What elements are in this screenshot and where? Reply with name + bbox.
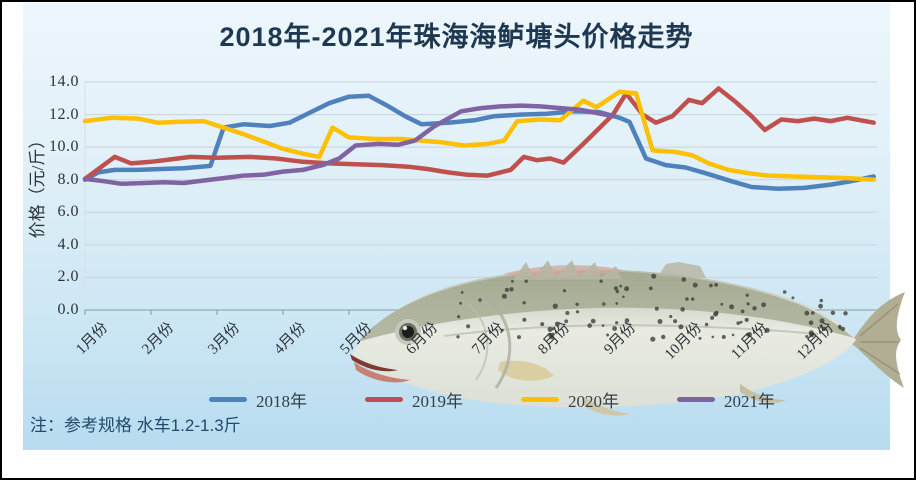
- y-tick-label: 0.0: [57, 301, 79, 318]
- y-tick-label: 8.0: [57, 170, 79, 188]
- fish-pectoral-fin: [498, 360, 554, 381]
- legend-item-2018年: 2018年: [209, 387, 307, 412]
- y-tick-label: 12.0: [49, 105, 79, 123]
- legend-label: 2018年: [256, 392, 307, 411]
- legend-label: 2021年: [724, 392, 775, 411]
- y-tick-label: 2.0: [57, 268, 79, 286]
- reference-spec-note: 注：参考规格 水车1.2-1.3斤: [30, 416, 241, 435]
- legend-label: 2020年: [568, 392, 619, 411]
- legend-label: 2019年: [412, 392, 463, 411]
- fish-tail: [852, 292, 905, 388]
- chart-title: 2018年-2021年珠海海鲈塘头价格走势: [219, 22, 694, 52]
- legend-line-swatch: [365, 397, 403, 402]
- y-axis-title: 价格（元/斤）: [28, 131, 47, 239]
- y-tick-label: 14.0: [49, 73, 79, 90]
- chart-legend: 2018年 2019年 2020年 2021年: [209, 387, 775, 412]
- chart-panel: 2018年-2021年珠海海鲈塘头价格走势 价格（元/斤） 0.0 2.0 4.0 6…: [23, 3, 905, 450]
- y-tick-label: 10.0: [49, 138, 79, 156]
- legend-line-swatch: [209, 397, 247, 402]
- sea-bass-illustration: [350, 260, 905, 416]
- fish-dorsal-fin: [513, 260, 621, 280]
- legend-line-swatch: [677, 397, 715, 402]
- y-tick-label: 6.0: [57, 203, 79, 221]
- y-tick-label: 4.0: [57, 235, 79, 253]
- fish-spots: [456, 273, 848, 342]
- fish-mouth: [350, 354, 398, 372]
- fish-image: [348, 258, 906, 423]
- legend-item-2020年: 2020年: [521, 387, 619, 412]
- legend-item-2019年: 2019年: [365, 387, 463, 412]
- chart-canvas: [82, 81, 879, 315]
- legend-line-swatch: [521, 397, 559, 402]
- legend-item-2021年: 2021年: [677, 387, 775, 412]
